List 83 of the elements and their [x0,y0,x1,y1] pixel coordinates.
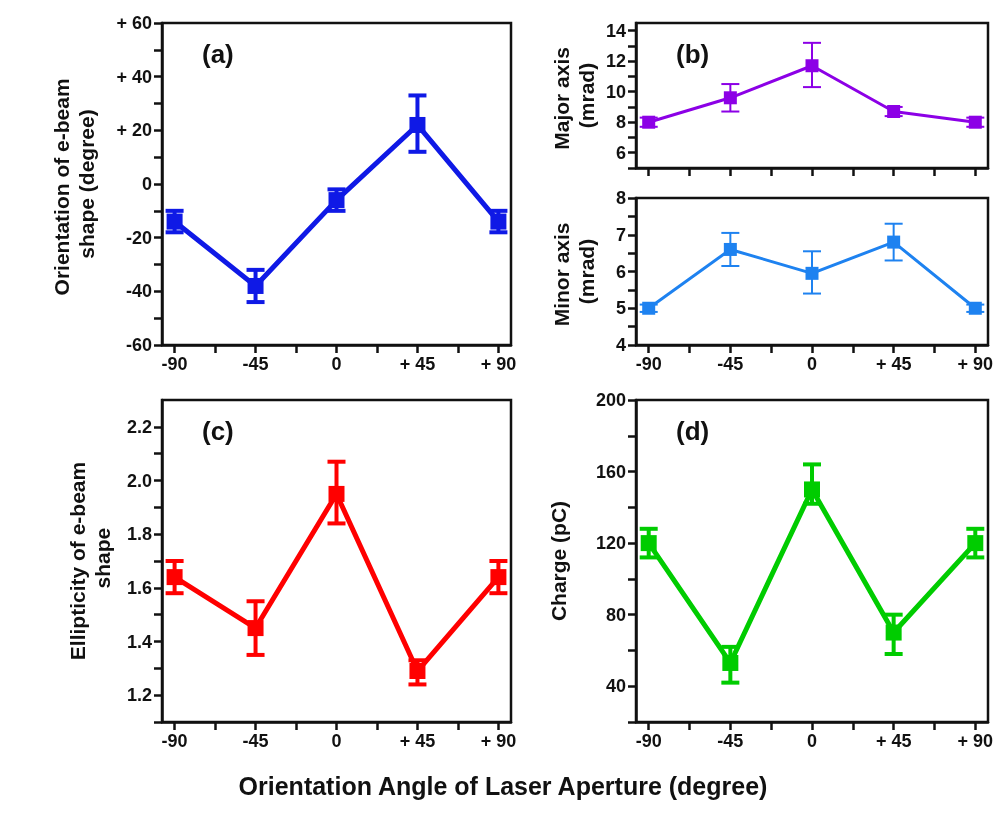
point [490,569,507,586]
point [804,481,820,498]
y-axis-title: Charge (pC) [546,500,570,622]
y-tick-label: 120 [595,533,626,554]
point [166,213,183,230]
y-axis-title: Major axis (mrad) [550,41,598,150]
x-tick-label: -90 [161,354,188,374]
point [887,105,901,119]
y-tick-label: 1.2 [126,685,152,706]
x-axis-title: Orientation Angle of Laser Aperture (degree) [237,772,769,801]
x-tick-label: + 45 [875,354,912,374]
annotation: (b) [676,39,710,69]
y-tick-label: + 40 [116,66,152,87]
y-tick-label: 0 [141,174,152,194]
y-tick-label: -20 [125,227,152,248]
y-tick-label: 1.6 [126,577,152,598]
y-axis-title: Ellipticity of e-beam shape [66,461,114,661]
y-tick-label: 6 [615,142,626,163]
x-tick-label: -90 [635,354,662,374]
point [967,535,984,552]
x-tick-label: -45 [242,731,269,751]
x-tick-label: + 90 [480,354,517,374]
y-tick-label: 5 [615,298,626,319]
y-tick-label: + 20 [116,120,152,141]
point [247,277,264,294]
x-tick-label: + 45 [875,731,912,751]
y-tick-label: -60 [125,335,152,355]
y-tick-label: 6 [615,261,626,282]
point [805,266,819,280]
y-tick-label: 8 [615,112,626,133]
point [409,663,426,680]
y-axis-title: Minor axis (mrad) [550,216,598,327]
y-tick-label: 40 [605,676,626,697]
point [642,115,656,129]
y-tick-label: 12 [605,51,626,72]
point [723,242,737,256]
point [642,301,656,315]
y-tick-label: 4 [615,335,626,355]
point [409,116,426,133]
point [887,235,901,249]
point [723,91,737,105]
point [722,654,739,671]
x-tick-label: + 45 [399,354,436,374]
y-tick-label: 2.2 [126,416,152,437]
y-tick-label: 8 [615,188,626,208]
x-tick-label: + 45 [399,731,436,751]
y-tick-label: 160 [595,461,626,482]
point [328,192,345,209]
y-tick-label: 14 [605,20,626,41]
x-tick-label: + 90 [957,354,994,374]
x-tick-label: -45 [242,354,269,374]
annotation: (d) [676,416,710,446]
x-tick-label: 0 [806,731,818,751]
x-tick-label: 0 [806,354,818,374]
point [640,535,657,552]
point [968,115,982,129]
point [968,301,982,315]
x-tick-label: -90 [635,731,662,751]
y-tick-label: 10 [605,81,626,102]
y-tick-label: 1.4 [126,631,152,652]
annotation: (a) [202,39,234,69]
y-tick-label: -40 [125,281,152,302]
y-axis-title: Orientation of e-beam shape (degree) [50,72,98,296]
point [166,569,183,586]
point [328,485,345,502]
x-tick-label: 0 [331,731,342,751]
point [805,59,819,73]
y-tick-label: 2.0 [126,470,152,491]
x-tick-label: -45 [717,354,744,374]
x-tick-label: + 90 [957,731,994,751]
y-tick-label: + 60 [116,13,152,33]
point [885,624,902,641]
x-tick-label: -90 [161,731,188,751]
x-tick-label: + 90 [480,731,517,751]
y-tick-label: 80 [605,604,626,625]
x-tick-label: -45 [717,731,744,751]
x-tick-label: 0 [331,354,342,374]
point [247,620,264,637]
y-tick-label: 200 [595,390,626,410]
annotation: (c) [202,416,234,446]
y-tick-label: 1.8 [126,524,152,545]
point [490,213,507,230]
y-tick-label: 7 [615,224,626,245]
